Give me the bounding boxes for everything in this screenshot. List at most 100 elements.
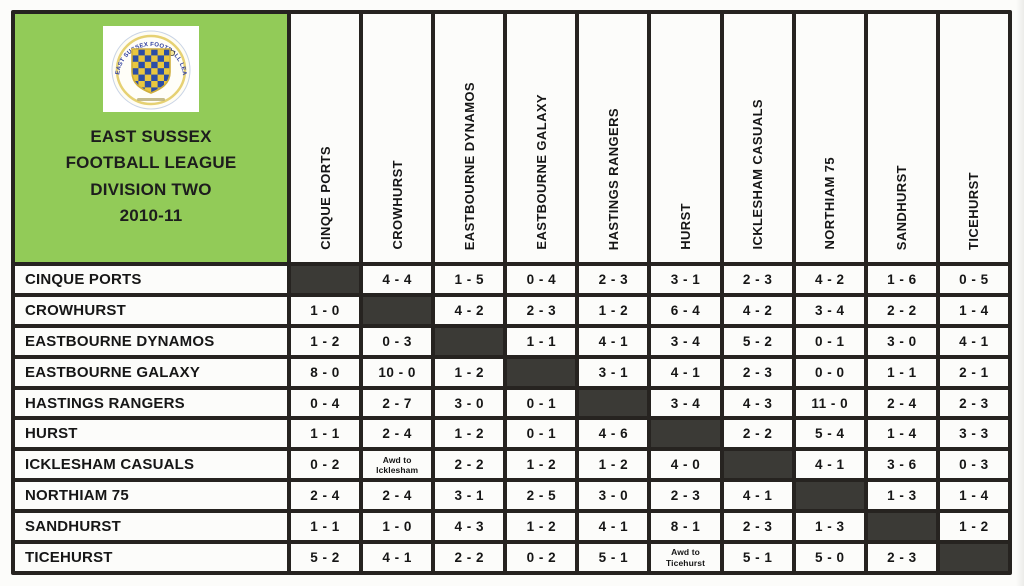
score-cell: 4 - 1 [579, 327, 648, 355]
score-cell: 1 - 2 [507, 513, 576, 541]
score-cell: 8 - 0 [291, 358, 360, 386]
score-cell: 0 - 1 [507, 389, 576, 417]
column-header-label: HASTINGS RANGERS [605, 107, 621, 250]
score-cell: 2 - 3 [867, 544, 936, 571]
score-cell: 3 - 0 [867, 327, 936, 355]
diagonal-cell [363, 296, 432, 324]
results-table: THE EAST SUSSEX FOOTBALL LEAGUE EAST SUS… [15, 14, 1008, 571]
row-header-hurst: HURST [15, 420, 287, 448]
row-header-crowhurst: CROWHURST [15, 296, 287, 324]
score-cell: 11 - 0 [795, 389, 864, 417]
score-cell: 8 - 1 [651, 513, 720, 541]
score-cell: 1 - 2 [579, 296, 648, 324]
score-cell: 0 - 1 [795, 327, 864, 355]
score-cell: 2 - 3 [579, 266, 648, 293]
score-cell: 1 - 3 [795, 513, 864, 541]
score-cell: 1 - 1 [867, 358, 936, 386]
score-cell: 3 - 0 [579, 482, 648, 510]
score-cell: 4 - 1 [723, 482, 792, 510]
score-cell: 1 - 0 [363, 513, 432, 541]
column-header-label: NORTHIAM 75 [822, 157, 838, 250]
diagonal-cell [579, 389, 648, 417]
column-header-eastbourne-dynamos: EASTBOURNE DYNAMOS [435, 14, 504, 262]
score-cell: 3 - 0 [435, 389, 504, 417]
column-header-eastbourne-galaxy: EASTBOURNE GALAXY [507, 14, 576, 262]
score-cell: 1 - 1 [507, 327, 576, 355]
awarded-cell-line: Icklesham [376, 464, 419, 475]
score-cell: 1 - 3 [867, 482, 936, 510]
score-cell: 0 - 1 [507, 420, 576, 448]
score-cell: 5 - 4 [795, 420, 864, 448]
founded-text-blur [137, 98, 165, 101]
score-cell: 2 - 4 [291, 482, 360, 510]
score-cell: 0 - 4 [507, 266, 576, 293]
row-header-ticehurst: TICEHURST [15, 544, 287, 571]
score-cell: 3 - 6 [867, 451, 936, 479]
score-cell: 1 - 2 [507, 451, 576, 479]
row-header-eastbourne-galaxy: EASTBOURNE GALAXY [15, 358, 287, 386]
score-cell: 2 - 2 [867, 296, 936, 324]
column-header-crowhurst: CROWHURST [363, 14, 432, 262]
score-cell: 2 - 4 [363, 482, 432, 510]
column-header-hastings-rangers: HASTINGS RANGERS [579, 14, 648, 262]
score-cell: 2 - 2 [723, 420, 792, 448]
score-cell: 3 - 4 [651, 327, 720, 355]
score-cell: 1 - 4 [939, 296, 1008, 324]
score-cell: 2 - 5 [507, 482, 576, 510]
score-cell: 5 - 2 [291, 544, 360, 571]
score-cell: 4 - 1 [651, 358, 720, 386]
score-cell: 4 - 3 [435, 513, 504, 541]
score-cell: 4 - 1 [939, 327, 1008, 355]
score-cell: 1 - 2 [939, 513, 1008, 541]
score-cell: 1 - 1 [291, 420, 360, 448]
score-cell: 0 - 0 [795, 358, 864, 386]
scanned-results-sheet: THE EAST SUSSEX FOOTBALL LEAGUE EAST SUS… [11, 10, 1012, 575]
score-cell: 0 - 2 [291, 451, 360, 479]
score-cell: 4 - 1 [579, 513, 648, 541]
score-cell: 1 - 4 [939, 482, 1008, 510]
row-header-hastings-rangers: HASTINGS RANGERS [15, 389, 287, 417]
awarded-cell-line: Awd to [382, 454, 412, 465]
score-cell: 1 - 2 [579, 451, 648, 479]
score-cell: 2 - 3 [939, 389, 1008, 417]
diagonal-cell [723, 451, 792, 479]
awarded-cell-line: Awd to [671, 547, 700, 558]
column-header-northiam-75: NORTHIAM 75 [795, 14, 864, 262]
column-header-label: TICEHURST [966, 172, 982, 250]
league-title-line: DIVISION TWO [90, 179, 212, 199]
score-cell: 1 - 2 [435, 420, 504, 448]
score-cell: 2 - 3 [723, 266, 792, 293]
score-cell: 5 - 1 [579, 544, 648, 571]
league-title-line: FOOTBALL LEAGUE [65, 153, 237, 173]
column-header-label: HURST [678, 203, 694, 250]
score-cell: 10 - 0 [363, 358, 432, 386]
column-header-icklesham-casuals: ICKLESHAM CASUALS [723, 14, 792, 262]
score-cell: 0 - 2 [507, 544, 576, 571]
score-cell: 1 - 2 [291, 327, 360, 355]
score-cell: 3 - 3 [939, 420, 1008, 448]
column-header-label: EASTBOURNE GALAXY [533, 94, 549, 250]
column-header-label: SANDHURST [894, 164, 910, 250]
score-cell: 2 - 4 [867, 389, 936, 417]
score-cell: 5 - 1 [723, 544, 792, 571]
score-cell: 4 - 2 [723, 296, 792, 324]
row-header-northiam-75: NORTHIAM 75 [15, 482, 287, 510]
score-cell: 5 - 2 [723, 327, 792, 355]
score-cell: 1 - 4 [867, 420, 936, 448]
score-cell: 3 - 1 [435, 482, 504, 510]
score-cell: 2 - 1 [939, 358, 1008, 386]
score-cell: 0 - 4 [291, 389, 360, 417]
diagonal-cell [435, 327, 504, 355]
league-badge-icon: THE EAST SUSSEX FOOTBALL LEAGUE [101, 22, 199, 112]
score-cell: 1 - 2 [435, 358, 504, 386]
score-cell: 2 - 2 [435, 451, 504, 479]
score-cell: 4 - 2 [795, 266, 864, 293]
diagonal-cell [291, 266, 360, 293]
score-cell: 3 - 4 [651, 389, 720, 417]
league-header-cell: THE EAST SUSSEX FOOTBALL LEAGUE EAST SUS… [15, 14, 287, 262]
row-header-cinque-ports: CINQUE PORTS [15, 266, 287, 293]
checkered-shield-icon [131, 48, 171, 94]
diagonal-cell [651, 420, 720, 448]
score-cell: 1 - 1 [291, 513, 360, 541]
score-cell: 2 - 3 [723, 513, 792, 541]
